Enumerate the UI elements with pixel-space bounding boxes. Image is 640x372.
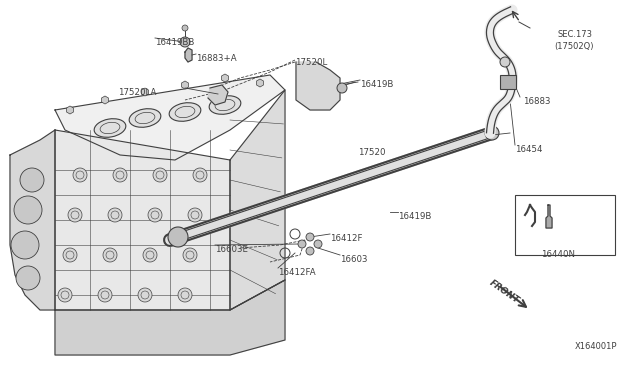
Text: 16603E: 16603E	[215, 245, 248, 254]
Circle shape	[178, 288, 192, 302]
Circle shape	[58, 288, 72, 302]
Ellipse shape	[94, 119, 126, 137]
Polygon shape	[55, 130, 230, 310]
Circle shape	[182, 25, 188, 31]
Circle shape	[168, 227, 188, 247]
Polygon shape	[230, 90, 285, 310]
Circle shape	[314, 240, 322, 248]
Text: 16412FA: 16412FA	[278, 268, 316, 277]
Text: 16412F: 16412F	[330, 234, 362, 243]
Text: 16419B: 16419B	[360, 80, 394, 89]
Text: 16883: 16883	[523, 97, 550, 106]
Text: X164001P: X164001P	[575, 342, 618, 351]
Text: (17502Q): (17502Q)	[554, 42, 593, 51]
Ellipse shape	[169, 103, 201, 121]
Circle shape	[113, 168, 127, 182]
Polygon shape	[185, 48, 192, 62]
Circle shape	[143, 248, 157, 262]
Circle shape	[298, 240, 306, 248]
Ellipse shape	[209, 96, 241, 114]
Text: SEC.173: SEC.173	[558, 30, 593, 39]
Polygon shape	[55, 75, 285, 160]
Circle shape	[306, 233, 314, 241]
Circle shape	[306, 247, 314, 255]
Circle shape	[103, 248, 117, 262]
Polygon shape	[10, 130, 55, 310]
Circle shape	[138, 288, 152, 302]
Circle shape	[193, 168, 207, 182]
Text: 16883+A: 16883+A	[196, 54, 237, 63]
Polygon shape	[296, 62, 340, 110]
Polygon shape	[208, 85, 228, 105]
Text: 17520LA: 17520LA	[118, 88, 156, 97]
Circle shape	[98, 288, 112, 302]
Circle shape	[108, 208, 122, 222]
Circle shape	[16, 266, 40, 290]
Circle shape	[148, 208, 162, 222]
Circle shape	[68, 208, 82, 222]
Circle shape	[188, 208, 202, 222]
Text: 17520: 17520	[358, 148, 385, 157]
Circle shape	[73, 168, 87, 182]
Circle shape	[14, 196, 42, 224]
Circle shape	[180, 37, 190, 47]
Circle shape	[63, 248, 77, 262]
Text: 16603: 16603	[340, 255, 367, 264]
Text: 16454: 16454	[515, 145, 543, 154]
Text: 16419B: 16419B	[398, 212, 431, 221]
Circle shape	[11, 231, 39, 259]
Circle shape	[337, 83, 347, 93]
Circle shape	[183, 248, 197, 262]
Circle shape	[500, 57, 510, 67]
Text: 16419BB: 16419BB	[155, 38, 195, 47]
Circle shape	[153, 168, 167, 182]
Text: FRONT: FRONT	[488, 278, 521, 305]
Circle shape	[485, 126, 499, 140]
Circle shape	[489, 130, 495, 136]
Ellipse shape	[129, 109, 161, 127]
Bar	[515, 195, 615, 255]
Polygon shape	[55, 280, 285, 355]
Polygon shape	[546, 205, 552, 228]
Circle shape	[20, 168, 44, 192]
Text: 17520L: 17520L	[295, 58, 327, 67]
Bar	[500, 75, 516, 89]
Text: 16440N: 16440N	[541, 250, 575, 259]
